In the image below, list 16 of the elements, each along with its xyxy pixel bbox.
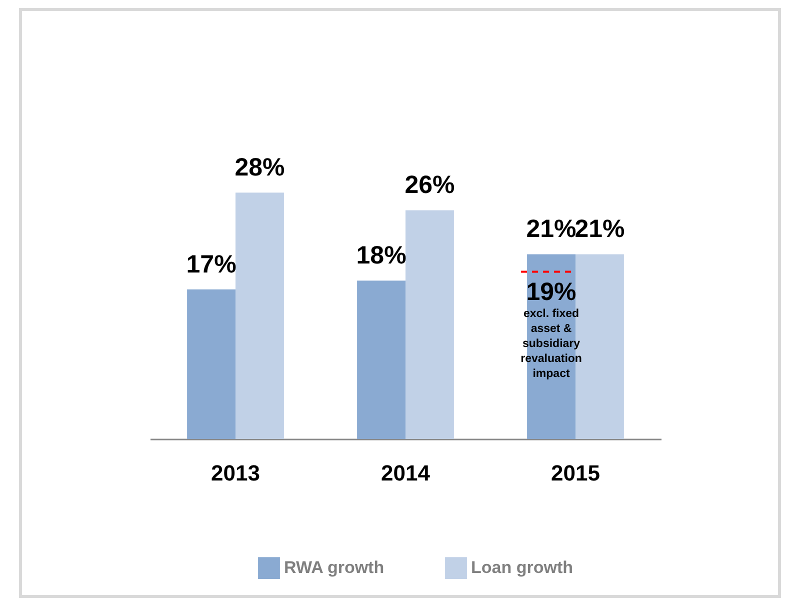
data-label: 17% <box>186 250 236 278</box>
bar <box>406 210 454 439</box>
x-tick-label: 2013 <box>211 460 260 486</box>
data-label: 26% <box>404 171 455 200</box>
data-label: 28% <box>234 154 285 182</box>
bar <box>357 280 406 439</box>
legend-label: Loan growth <box>471 558 573 578</box>
annotation: 19% <box>526 278 576 306</box>
data-label: 21% <box>526 215 576 244</box>
bar <box>236 192 284 439</box>
x-tick-label: 2014 <box>381 460 431 486</box>
x-tick-label: 2015 <box>551 460 600 486</box>
data-label: 21% <box>574 215 625 244</box>
bar <box>187 289 236 439</box>
legend-label: RWA growth <box>284 558 384 578</box>
data-label: 18% <box>356 242 406 270</box>
